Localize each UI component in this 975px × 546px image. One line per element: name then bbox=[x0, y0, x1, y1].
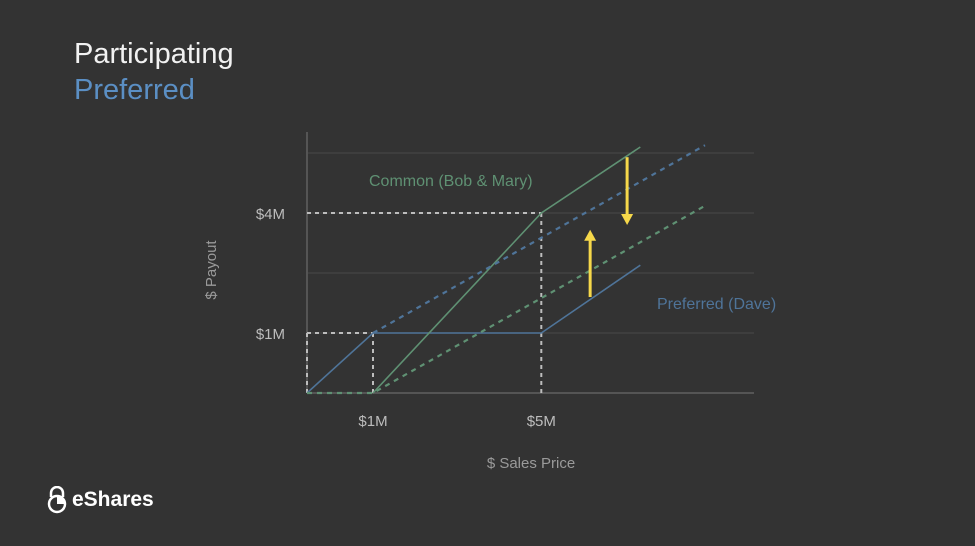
y-tick-label: $1M bbox=[256, 326, 285, 343]
y-axis-label: $ Payout bbox=[203, 240, 220, 300]
y-tick-label: $4M bbox=[256, 206, 285, 223]
annotation-preferred: Preferred (Dave) bbox=[657, 296, 776, 313]
x-tick-label: $5M bbox=[527, 413, 556, 430]
common-line bbox=[372, 146, 641, 394]
annotation-common: Common (Bob & Mary) bbox=[369, 173, 533, 190]
title-line-1: Participating bbox=[74, 38, 234, 70]
x-tick-label: $1M bbox=[358, 413, 387, 430]
common-dashed-line bbox=[307, 204, 706, 395]
x-axis-label: $ Sales Price bbox=[487, 455, 575, 472]
eshares-logo: eShares bbox=[46, 486, 154, 514]
preferred-dashed-line bbox=[372, 144, 706, 334]
arrow-head-down bbox=[621, 214, 634, 225]
title-line-2: Preferred bbox=[74, 74, 195, 106]
logo-text: eShares bbox=[72, 488, 154, 511]
arrow-head-up bbox=[584, 229, 597, 241]
lock-icon bbox=[47, 486, 67, 514]
preferred-line bbox=[306, 264, 641, 394]
